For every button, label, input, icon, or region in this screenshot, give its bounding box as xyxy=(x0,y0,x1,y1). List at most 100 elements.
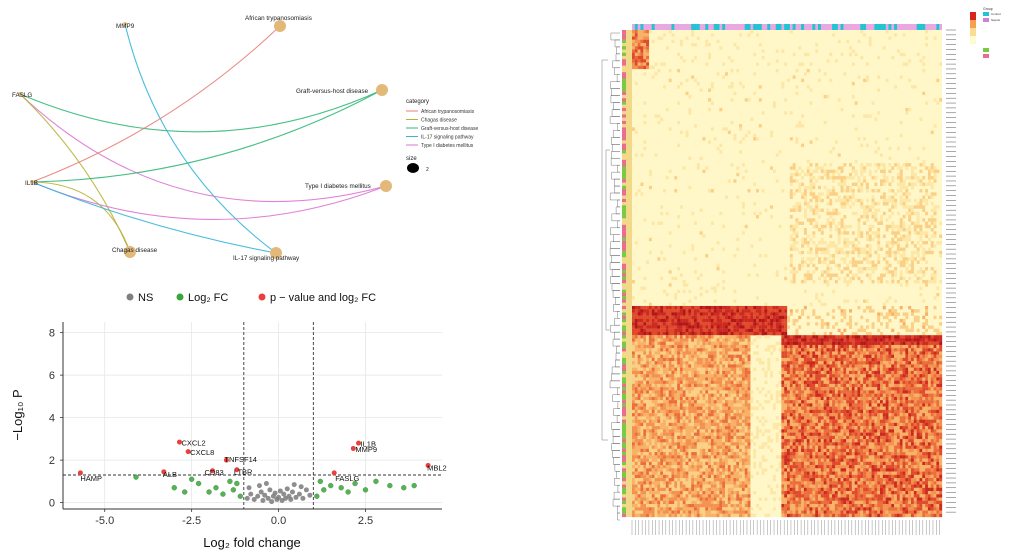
volcano-sig-point xyxy=(223,457,229,463)
volcano-point xyxy=(289,489,295,495)
volcano-point xyxy=(345,489,351,495)
x-tick-label: -5.0 xyxy=(95,515,114,527)
volcano-point xyxy=(281,491,287,497)
size-legend-title: size xyxy=(406,156,417,162)
category-legend-label: Chagas disease xyxy=(421,118,457,124)
volcano-threshold-lines xyxy=(63,322,442,509)
volcano-point xyxy=(246,485,252,491)
cnet-category-node xyxy=(270,247,282,259)
volcano-point xyxy=(255,493,261,499)
volcano-grid xyxy=(63,322,442,509)
cnet-node-label: MMP9 xyxy=(116,23,135,30)
volcano-point-label: HAMP xyxy=(80,474,102,483)
category-legend-label: Graft-versus-host disease xyxy=(421,126,478,132)
cnet-category-node xyxy=(124,246,136,258)
volcano-panel xyxy=(63,322,442,509)
volcano-legend: NS Log₂ FC p − value and log₂ FC xyxy=(126,292,376,304)
cnet-node-label: Chagas disease xyxy=(112,247,158,254)
y-tick-label: 4 xyxy=(49,413,55,425)
volcano-point xyxy=(133,474,139,480)
row-annotation-bar xyxy=(622,30,632,517)
volcano-point xyxy=(362,487,369,493)
volcano-point xyxy=(227,478,233,485)
volcano-sig-point xyxy=(350,445,356,451)
volcano-point xyxy=(338,485,344,491)
volcano-point xyxy=(411,482,417,489)
cnet-node-label: Graft-versus-host disease xyxy=(296,88,369,95)
volcano-point xyxy=(171,485,177,491)
category-legend-label: African trypanosomiasis xyxy=(421,109,475,115)
volcano-point xyxy=(293,494,299,500)
volcano-point xyxy=(265,495,271,501)
volcano-point-label: CXCL2 xyxy=(181,439,205,448)
cnet-node-label: FASLG xyxy=(12,92,32,99)
cnet-edge xyxy=(19,89,383,133)
volcano-point-label: MBL2 xyxy=(427,463,447,472)
cnet-node-label: IL1B xyxy=(25,180,38,187)
cnet-category-node xyxy=(376,84,388,96)
cnet-node-label: Type I diabetes mellitus xyxy=(305,183,371,190)
volcano-point-label: MMP9 xyxy=(355,445,377,454)
volcano-point xyxy=(277,488,283,494)
volcano-point xyxy=(272,490,278,496)
cnet-nodes: MMP9 FASLG IL1B African trypanosomiasis Graf… xyxy=(12,15,392,262)
cnet-edge xyxy=(19,93,387,203)
volcano-point xyxy=(373,478,379,485)
volcano-points xyxy=(77,439,431,505)
cnet-category-node xyxy=(274,20,286,32)
volcano-sig-point xyxy=(356,440,362,446)
volcano-point xyxy=(288,496,294,502)
cnet-node-label: African trypanosomiasis xyxy=(245,15,312,22)
cnet-edge xyxy=(31,181,387,220)
group-legend-title: Group xyxy=(983,7,993,11)
y-tick-label: 8 xyxy=(49,328,55,340)
cnet-edge xyxy=(19,93,131,253)
volcano-sig-point xyxy=(234,467,240,473)
row-dendrogram xyxy=(601,32,620,521)
cnet-edge xyxy=(31,25,281,183)
volcano-point xyxy=(237,493,243,499)
volcano-legend-label: NS xyxy=(138,292,153,304)
volcano-point-label: IL1B xyxy=(361,440,376,449)
category-legend-label: Type I diabetes mellitus xyxy=(421,143,474,149)
category-legend-title: category xyxy=(406,99,429,105)
volcano-plot: NS Log₂ FC p − value and log₂ FC HAMP ALB CX… xyxy=(10,292,447,550)
volcano-point xyxy=(307,492,313,498)
volcano-point-label: CD83 xyxy=(205,468,224,477)
volcano-point-label: TNFSF14 xyxy=(224,455,257,464)
volcano-legend-label: p − value and log₂ FC xyxy=(270,292,376,304)
cnet-gene-node xyxy=(123,22,127,26)
volcano-point xyxy=(291,482,297,488)
volcano-legend-label: Log₂ FC xyxy=(188,292,228,304)
volcano-legend-swatch xyxy=(258,293,266,301)
volcano-point xyxy=(220,491,226,497)
category-legend-label: IL-17 signaling pathway xyxy=(421,135,474,141)
column-annotation-cells xyxy=(634,24,940,30)
volcano-point xyxy=(258,489,264,495)
volcano-sig-point xyxy=(77,470,83,476)
volcano-point xyxy=(260,498,266,503)
volcano-y-axis-title: −Log₁₀ P xyxy=(10,389,25,440)
volcano-point xyxy=(269,499,275,505)
volcano-x-axis-title: Log₂ fold change xyxy=(203,535,301,550)
column-labels xyxy=(631,520,940,535)
volcano-point xyxy=(317,478,323,485)
cnet-edges xyxy=(19,23,387,254)
volcano-sig-point xyxy=(331,470,337,476)
volcano-point-label: CXCL8 xyxy=(190,448,214,457)
volcano-point xyxy=(262,492,268,498)
heatmap-cells xyxy=(632,30,943,518)
volcano-ticks: -5.0 -2.5 0.0 2.5 0 2 4 6 8 xyxy=(49,328,373,527)
cnet-gene-node xyxy=(30,180,34,184)
cnet-edge xyxy=(124,23,277,254)
volcano-point xyxy=(263,481,269,486)
volcano-sig-point xyxy=(425,462,431,468)
volcano-point xyxy=(314,493,320,499)
volcano-point xyxy=(328,482,334,489)
volcano-sig-point xyxy=(176,439,182,445)
volcano-sig-point xyxy=(161,469,167,475)
volcano-point xyxy=(352,480,358,487)
volcano-point-label: LTBR xyxy=(234,468,253,477)
volcano-point xyxy=(276,494,282,500)
y-tick-label: 0 xyxy=(49,498,55,510)
